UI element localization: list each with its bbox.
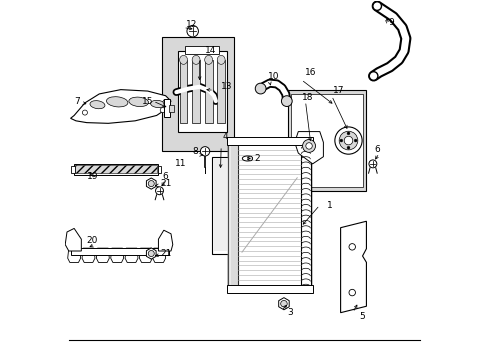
Circle shape [82,110,87,115]
Bar [163,99,170,117]
Bar [287,90,366,191]
Ellipse shape [192,55,200,64]
Circle shape [368,160,376,168]
Circle shape [255,83,265,94]
Text: 16: 16 [304,68,316,77]
Ellipse shape [242,156,252,161]
Bar [228,140,310,289]
Bar [70,248,169,255]
Bar [290,94,362,187]
Polygon shape [96,248,109,262]
Bar [228,140,238,289]
Polygon shape [139,248,152,262]
Circle shape [339,131,357,150]
Text: 4: 4 [223,132,228,141]
Polygon shape [125,248,138,262]
Polygon shape [65,228,81,251]
Circle shape [148,251,154,257]
Circle shape [348,244,355,250]
Ellipse shape [129,97,148,107]
Circle shape [372,2,381,10]
Text: 21: 21 [160,249,171,258]
Text: 10: 10 [267,72,279,81]
Circle shape [186,26,198,37]
Text: 18: 18 [301,93,313,102]
Bar [178,51,226,132]
Polygon shape [70,90,171,123]
Bar [179,60,187,123]
Ellipse shape [90,101,105,109]
Circle shape [346,132,349,135]
Circle shape [155,187,163,195]
Bar [192,60,200,123]
Circle shape [281,96,292,107]
Bar [204,60,212,123]
Bar [158,166,161,173]
Bar [211,157,229,253]
Bar [74,164,158,175]
Polygon shape [278,298,288,310]
Polygon shape [158,230,172,251]
Circle shape [305,143,312,149]
Text: 11: 11 [174,159,186,168]
Ellipse shape [179,55,187,64]
Circle shape [163,99,168,104]
Polygon shape [110,248,123,262]
Bar [71,166,75,173]
Ellipse shape [217,55,224,64]
Text: 6: 6 [162,172,167,181]
Text: 14: 14 [204,46,216,55]
Ellipse shape [150,100,164,108]
Bar [226,285,312,293]
Circle shape [334,127,362,154]
Text: 9: 9 [387,18,393,27]
Text: 6: 6 [374,145,380,154]
Polygon shape [340,221,366,313]
Text: 19: 19 [86,172,98,181]
Text: 17: 17 [333,86,344,95]
Text: 2: 2 [254,154,259,163]
Text: 15: 15 [142,96,154,105]
Text: 1: 1 [326,201,332,210]
Bar [75,165,157,173]
Bar [226,137,312,145]
Text: 20: 20 [86,237,97,246]
Polygon shape [146,248,156,259]
Circle shape [353,139,356,142]
Text: 3: 3 [286,308,292,317]
Text: 5: 5 [359,312,364,321]
Circle shape [339,139,342,142]
Bar [300,140,310,289]
Circle shape [200,147,209,156]
Polygon shape [82,248,95,262]
Ellipse shape [204,55,212,64]
Polygon shape [294,132,323,164]
Polygon shape [67,248,81,262]
Text: 21: 21 [160,179,171,188]
Text: 12: 12 [185,19,197,28]
Circle shape [346,146,349,149]
Polygon shape [152,248,165,262]
Circle shape [148,181,154,186]
Circle shape [280,301,286,307]
Text: 8: 8 [192,147,198,156]
Ellipse shape [106,97,128,107]
Bar [213,159,227,251]
Circle shape [348,289,355,296]
Bar [185,45,219,54]
Bar [217,60,224,123]
Circle shape [344,136,352,145]
Text: 7: 7 [74,96,80,105]
Bar [162,37,233,151]
Circle shape [160,108,165,113]
Text: 13: 13 [221,82,232,91]
Bar [169,105,174,112]
Ellipse shape [247,156,252,161]
Polygon shape [146,178,156,189]
Circle shape [302,139,315,152]
Circle shape [368,72,377,80]
